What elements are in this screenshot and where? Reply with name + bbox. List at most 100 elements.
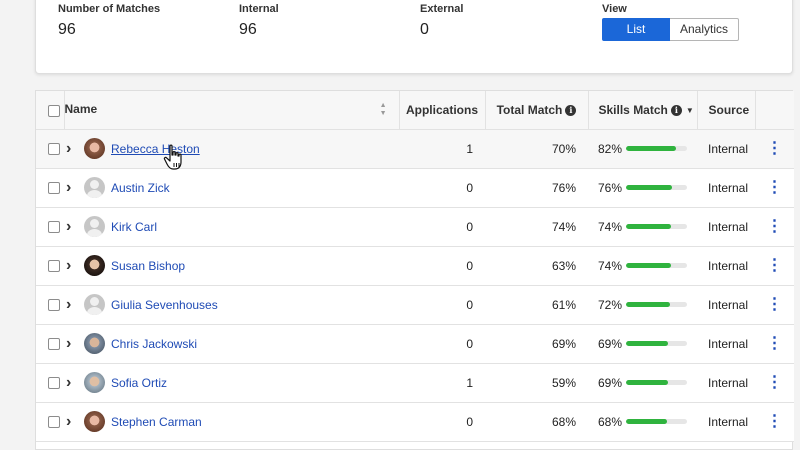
skills-match-value: 72% — [598, 297, 623, 312]
total-match-value: 76% — [485, 168, 588, 208]
info-icon[interactable]: i — [670, 105, 682, 117]
column-source[interactable]: Source — [697, 91, 756, 130]
skills-match-bar-fill — [626, 185, 673, 191]
kebab-menu-icon[interactable]: ⋮ — [766, 178, 783, 196]
kebab-menu-icon[interactable]: ⋮ — [766, 295, 783, 313]
stat-label: Number of Matches — [58, 3, 161, 15]
info-icon[interactable]: i — [565, 105, 577, 117]
applications-count: 0 — [399, 285, 485, 325]
column-skills-match[interactable]: Skills Match i ▼ — [588, 91, 698, 130]
total-match-value: 68% — [485, 402, 588, 442]
avatar — [84, 177, 105, 198]
row-checkbox[interactable] — [48, 260, 60, 273]
row-menu-button[interactable]: ⋮ — [755, 129, 794, 169]
kebab-menu-icon[interactable]: ⋮ — [766, 139, 783, 157]
kebab-menu-icon[interactable]: ⋮ — [766, 412, 783, 430]
source-value: Internal — [697, 324, 755, 364]
chevron-right-icon[interactable]: › — [66, 295, 72, 313]
row-menu-button[interactable]: ⋮ — [755, 324, 794, 364]
skills-match-value: 82% — [598, 141, 623, 156]
applications-count: 0 — [399, 324, 485, 364]
row-menu-button[interactable]: ⋮ — [755, 363, 794, 403]
chevron-right-icon[interactable]: › — [66, 412, 72, 430]
chevron-right-icon[interactable]: › — [66, 256, 72, 274]
skills-match-value: 74% — [598, 219, 623, 234]
applications-count: 1 — [399, 363, 485, 403]
column-total-match[interactable]: Total Match i — [485, 91, 589, 130]
stat-value: 96 — [58, 21, 76, 38]
kebab-menu-icon[interactable]: ⋮ — [766, 373, 783, 391]
column-applications-label: Applications — [405, 102, 478, 117]
stat-value: 96 — [239, 21, 257, 38]
source-value: Internal — [697, 402, 755, 442]
kebab-menu-icon[interactable]: ⋮ — [766, 334, 783, 352]
row-menu-button[interactable]: ⋮ — [755, 207, 794, 247]
chevron-right-icon[interactable]: › — [66, 373, 72, 391]
candidate-name-link[interactable]: Chris Jackowski — [111, 336, 198, 351]
view-analytics-button[interactable]: Analytics — [670, 18, 739, 41]
stat-value: 0 — [420, 21, 429, 38]
candidate-name-link[interactable]: Stephen Carman — [111, 414, 202, 429]
sort-descending-icon[interactable]: ▼ — [685, 106, 694, 116]
table-row: › Stephen Carman 0 68% 68% Internal ⋮ — [36, 402, 794, 442]
source-value: Internal — [697, 363, 755, 403]
avatar — [84, 294, 105, 315]
row-checkbox[interactable] — [48, 299, 60, 312]
avatar — [84, 372, 105, 393]
skills-match-bar-fill — [626, 263, 672, 269]
table-row: › Chris Jackowski 0 69% 69% Internal ⋮ — [36, 324, 794, 364]
candidate-name-link[interactable]: Rebecca Heston — [111, 141, 200, 156]
column-name[interactable]: Name ▲ ▼ — [64, 91, 400, 130]
row-checkbox[interactable] — [48, 416, 60, 429]
row-menu-button[interactable]: ⋮ — [755, 246, 794, 286]
row-checkbox[interactable] — [48, 221, 60, 234]
skills-match-bar-fill — [626, 224, 672, 230]
skills-match-bar — [626, 419, 687, 425]
source-value: Internal — [697, 129, 755, 169]
row-checkbox[interactable] — [48, 377, 60, 390]
skills-match-bar — [626, 341, 687, 347]
total-match-value: 59% — [485, 363, 588, 403]
total-match-value: 74% — [485, 207, 588, 247]
skills-match-bar — [626, 263, 687, 269]
total-match-value: 69% — [485, 324, 588, 364]
skills-match-bar-fill — [626, 419, 668, 425]
row-checkbox[interactable] — [48, 338, 60, 351]
row-menu-button[interactable]: ⋮ — [755, 402, 794, 442]
kebab-menu-icon[interactable]: ⋮ — [766, 217, 783, 235]
source-value: Internal — [697, 285, 755, 325]
chevron-right-icon[interactable]: › — [66, 178, 72, 196]
applications-count: 0 — [399, 402, 485, 442]
row-checkbox[interactable] — [48, 182, 60, 195]
candidate-name-link[interactable]: Kirk Carl — [111, 219, 158, 234]
view-label: View — [602, 3, 627, 15]
row-menu-button[interactable]: ⋮ — [755, 168, 794, 208]
avatar — [84, 138, 105, 159]
candidate-name-link[interactable]: Sofia Ortiz — [111, 375, 168, 390]
total-match-value: 61% — [485, 285, 588, 325]
stat-internal: Internal 96 — [239, 2, 279, 40]
candidate-name-link[interactable]: Giulia Sevenhouses — [111, 297, 218, 312]
applications-count: 0 — [399, 168, 485, 208]
chevron-right-icon[interactable]: › — [66, 217, 72, 235]
select-all-checkbox[interactable] — [48, 104, 60, 117]
candidate-name-link[interactable]: Austin Zick — [111, 180, 170, 195]
column-total-match-label: Total Match — [496, 102, 563, 117]
skills-match-value: 76% — [598, 180, 623, 195]
view-toggle: List Analytics — [602, 18, 739, 41]
kebab-menu-icon[interactable]: ⋮ — [766, 256, 783, 274]
row-menu-button[interactable]: ⋮ — [755, 285, 794, 325]
row-checkbox[interactable] — [48, 143, 60, 156]
view-label-group: View — [602, 2, 627, 16]
sort-icon[interactable]: ▲ ▼ — [379, 101, 387, 117]
chevron-right-icon[interactable]: › — [66, 139, 72, 157]
candidate-name-link[interactable]: Susan Bishop — [111, 258, 186, 273]
applications-count: 0 — [399, 207, 485, 247]
source-value: Internal — [697, 168, 755, 208]
column-applications[interactable]: Applications — [399, 91, 486, 130]
skills-match-value: 74% — [598, 258, 623, 273]
table-row: › Giulia Sevenhouses 0 61% 72% Internal ⋮ — [36, 285, 794, 325]
view-list-button[interactable]: List — [602, 18, 670, 41]
chevron-right-icon[interactable]: › — [66, 334, 72, 352]
skills-match-bar — [626, 302, 687, 308]
